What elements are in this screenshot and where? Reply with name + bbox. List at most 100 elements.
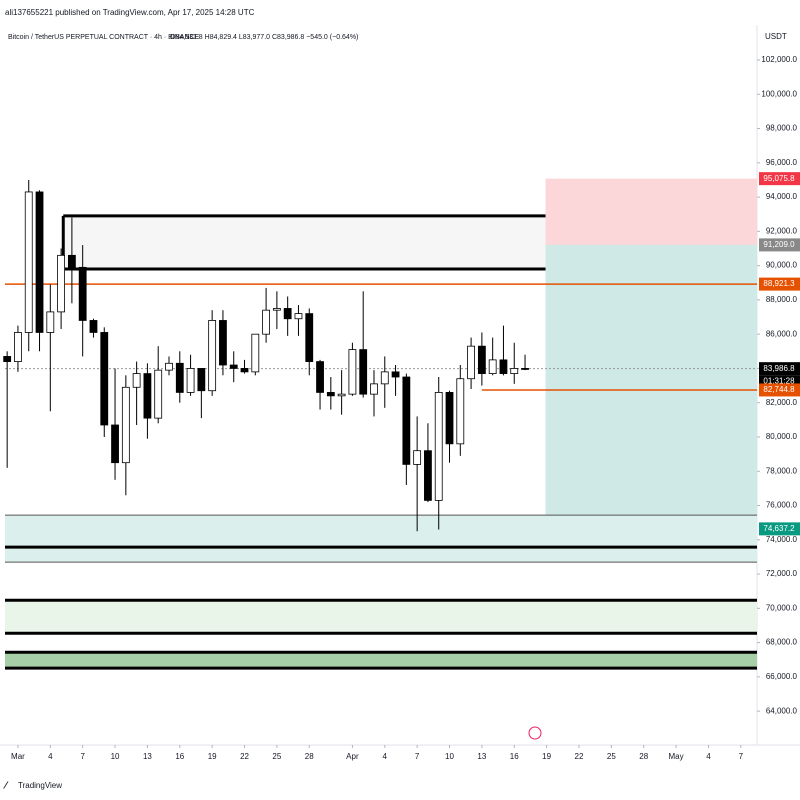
- attribution: ali137655221 published on TradingView.co…: [5, 8, 255, 17]
- brand: TradingView: [18, 781, 62, 790]
- candle-body: [186, 368, 195, 393]
- candle-body: [165, 362, 173, 371]
- candle-body: [391, 371, 400, 378]
- y-tick-label: 80,000.0: [766, 432, 798, 441]
- candle-body: [283, 308, 292, 320]
- y-tick-label: 68,000.0: [766, 638, 798, 647]
- x-tick-label: 13: [477, 752, 486, 761]
- y-tick-label: 74,000.0: [766, 535, 798, 544]
- x-tick-label: 22: [575, 752, 584, 761]
- countdown: 01:31:28: [763, 376, 795, 385]
- y-tick-label: 72,000.0: [766, 569, 798, 578]
- price-label-box: [759, 238, 800, 252]
- candle-body: [434, 392, 443, 501]
- zone: [5, 515, 757, 563]
- candle-body: [89, 320, 98, 333]
- candle-body: [359, 349, 368, 395]
- x-tick-label: May: [669, 752, 684, 761]
- candle-body: [251, 333, 260, 373]
- x-tick-label: 10: [445, 752, 454, 761]
- candle-body: [57, 254, 66, 313]
- x-tick-label: 4: [48, 752, 53, 761]
- chart-title: Bitcoin / TetherUS PERPETUAL CONTRACT · …: [8, 34, 200, 41]
- candle-body: [46, 311, 55, 333]
- price-label: 88,921.3: [763, 279, 795, 288]
- zone: [5, 600, 757, 634]
- y-tick-label: 82,000.0: [766, 398, 798, 407]
- candle-body: [499, 359, 508, 374]
- candle-body: [467, 345, 475, 380]
- candle-body: [121, 386, 130, 464]
- candle-body: [305, 313, 314, 362]
- price-label-box: [759, 277, 800, 291]
- x-tick-label: 4: [383, 752, 388, 761]
- x-tick-label: 7: [739, 752, 744, 761]
- zone: [5, 652, 757, 669]
- candle-body: [143, 373, 152, 419]
- currency: USDT: [765, 32, 787, 41]
- candle-body: [326, 392, 335, 397]
- candle-body: [521, 368, 529, 370]
- y-tick-label: 78,000.0: [766, 466, 798, 475]
- x-tick-label: 13: [143, 752, 152, 761]
- candle-body: [402, 376, 411, 465]
- y-tick-label: 92,000.0: [766, 226, 798, 235]
- candle-body: [175, 362, 184, 393]
- candle-body: [14, 332, 22, 362]
- brand-logo: ⁄: [3, 781, 9, 792]
- ohlc-text: O84,531.8 H84,829.4 L83,977.0 C83,986.8 …: [170, 34, 358, 41]
- candle-body: [262, 309, 270, 335]
- candle-body: [272, 308, 281, 311]
- candle-body: [67, 254, 76, 268]
- price-label: 95,075.8: [763, 174, 795, 183]
- x-tick-label: Mar: [11, 752, 25, 761]
- x-tick-label: 28: [639, 752, 648, 761]
- candle-body: [35, 191, 44, 333]
- x-tick-label: 4: [706, 752, 711, 761]
- y-tick-label: 100,000.0: [761, 89, 797, 98]
- y-tick-label: 94,000.0: [766, 192, 798, 201]
- candle-body: [424, 450, 432, 501]
- x-tick-label: 28: [305, 752, 314, 761]
- y-tick-label: 70,000.0: [766, 603, 798, 612]
- x-tick-label: 7: [415, 752, 420, 761]
- x-tick-label: 22: [240, 752, 249, 761]
- y-tick-label: 102,000.0: [761, 55, 797, 64]
- candle-body: [370, 383, 378, 395]
- candle-body: [240, 368, 249, 373]
- candle-body: [132, 373, 141, 388]
- candle-body: [510, 368, 519, 374]
- y-tick-label: 64,000.0: [766, 706, 798, 715]
- candle-body: [337, 393, 346, 397]
- candle-body: [24, 191, 33, 333]
- candle-body: [294, 313, 303, 320]
- x-tick-label: Apr: [346, 752, 359, 761]
- candle-body: [111, 424, 119, 464]
- price-label: 83,986.8: [763, 364, 795, 373]
- event-icon[interactable]: [528, 726, 542, 740]
- y-tick-label: 66,000.0: [766, 672, 798, 681]
- x-tick-label: 7: [80, 752, 85, 761]
- price-label-box: [759, 383, 800, 397]
- candle-body: [219, 320, 227, 366]
- candle-body: [100, 332, 109, 426]
- candle-body: [229, 364, 238, 369]
- price-label: 91,209.0: [763, 240, 795, 249]
- x-tick-label: 16: [510, 752, 519, 761]
- candle-body: [78, 266, 87, 321]
- candle-body: [445, 392, 454, 445]
- candle-body: [413, 450, 422, 465]
- y-tick-label: 98,000.0: [766, 124, 798, 133]
- price-label-box: [759, 362, 800, 376]
- y-tick-label: 96,000.0: [766, 158, 798, 167]
- x-tick-label: 25: [607, 752, 616, 761]
- x-tick-label: 19: [542, 752, 551, 761]
- y-tick-label: 90,000.0: [766, 261, 798, 270]
- candle-body: [477, 345, 486, 374]
- y-tick-label: 86,000.0: [766, 329, 798, 338]
- candle-body: [3, 356, 12, 362]
- y-tick-label: 76,000.0: [766, 501, 798, 510]
- candle-body: [154, 369, 163, 419]
- candle-body: [488, 359, 497, 374]
